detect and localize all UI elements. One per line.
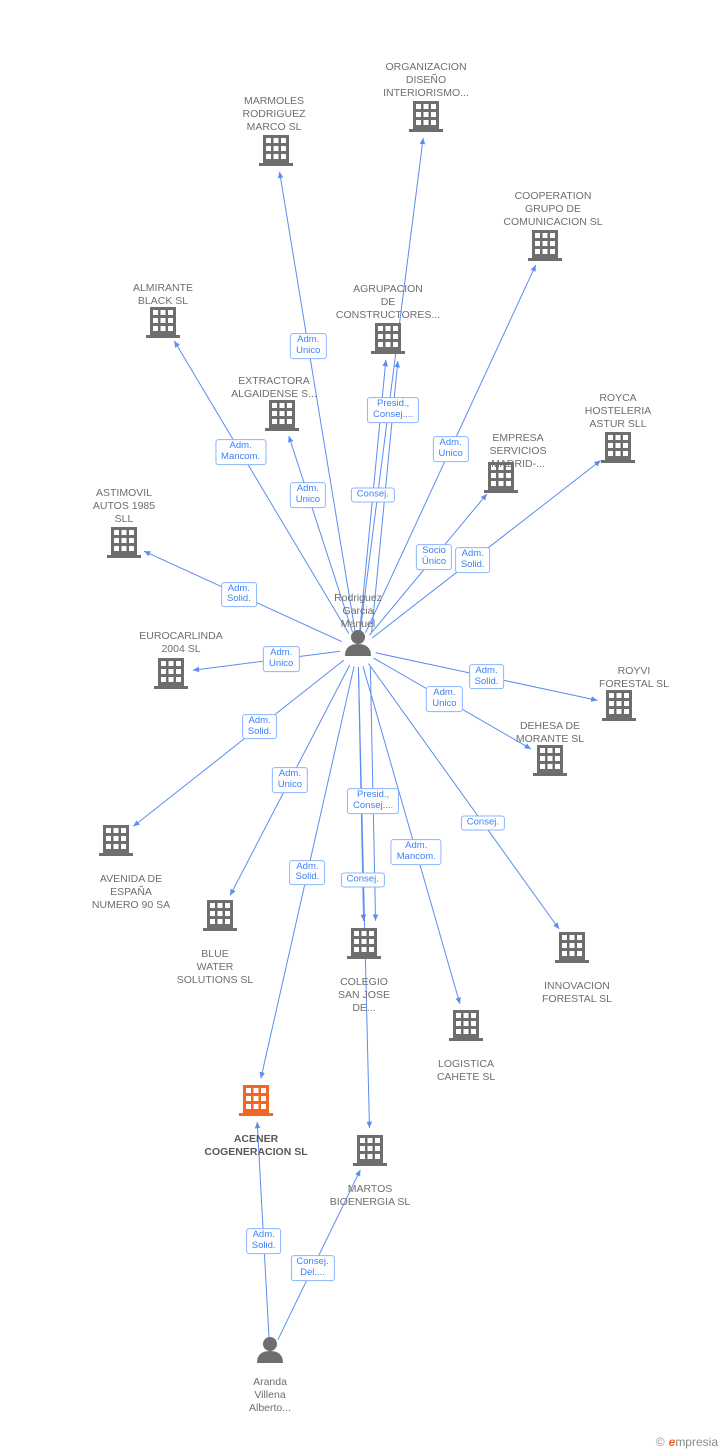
edge-label: Adm. Solid. — [246, 1228, 282, 1254]
node-label: LOGISTICA CAHETE SL — [396, 1058, 536, 1084]
edge — [360, 138, 423, 631]
person-icon[interactable] — [257, 1337, 283, 1363]
node-label: INNOVACION FORESTAL SL — [507, 980, 647, 1006]
node-label: MARTOS BIOENERGIA SL — [300, 1183, 440, 1209]
person-icon[interactable] — [345, 630, 371, 656]
building-icon[interactable] — [371, 323, 405, 354]
node-label: EUROCARLINDA 2004 SL — [111, 630, 251, 656]
building-icon[interactable] — [99, 825, 133, 856]
node-label: AGRUPACION DE CONSTRUCTORES... — [318, 283, 458, 322]
edge-label: Consej. Del.... — [290, 1255, 334, 1281]
building-icon[interactable] — [601, 432, 635, 463]
building-icon[interactable] — [239, 1085, 273, 1116]
node-label: ASTIMOVIL AUTOS 1985 SLL — [54, 487, 194, 526]
edge-label: Adm. Mancom. — [215, 439, 266, 465]
node-label: AVENIDA DE ESPAÑA NUMERO 90 SA — [61, 873, 201, 912]
edge-label: Socio Único — [416, 545, 452, 571]
building-icon[interactable] — [409, 101, 443, 132]
node-label: COOPERATION GRUPO DE COMUNICACION SL — [483, 190, 623, 229]
node-label: MARMOLES RODRIGUEZ MARCO SL — [204, 95, 344, 134]
edge-label: Adm. Solid. — [469, 664, 505, 690]
building-icon[interactable] — [533, 745, 567, 776]
edge — [358, 667, 369, 1128]
edge-label: Adm. Solid. — [455, 547, 491, 573]
edge-label: Adm. Unico — [263, 646, 299, 672]
node-label: EMPRESA SERVICIOS MADRID-... — [448, 432, 588, 471]
building-icon[interactable] — [347, 928, 381, 959]
node-label: COLEGIO SAN JOSE DE... — [294, 976, 434, 1015]
edge-label: Adm. Unico — [290, 333, 326, 359]
node-label: ORGANIZACION DISEÑO INTERIORISMO... — [356, 61, 496, 100]
building-icon[interactable] — [265, 400, 299, 431]
node-label: ROYVI FORESTAL SL — [564, 665, 704, 691]
building-icon[interactable] — [259, 135, 293, 166]
node-label: DEHESA DE MORANTE SL — [480, 720, 620, 746]
building-icon[interactable] — [449, 1010, 483, 1041]
edge-label: Adm. Unico — [290, 482, 326, 508]
edge-label: Adm. Mancom. — [391, 839, 442, 865]
edge-label: Adm. Unico — [272, 767, 308, 793]
edge-label: Consej. — [461, 815, 505, 830]
building-icon[interactable] — [203, 900, 237, 931]
node-label: Rodriguez Garcia Manuel — [288, 592, 428, 631]
building-icon[interactable] — [146, 307, 180, 338]
node-label: ALMIRANTE BLACK SL — [93, 282, 233, 308]
edge-label: Adm. Solid. — [242, 714, 278, 740]
building-icon[interactable] — [528, 230, 562, 261]
edge-label: Adm. Solid. — [221, 582, 257, 608]
edge — [363, 666, 460, 1004]
edge-label: Presid., Consej.... — [367, 397, 419, 423]
node-label: ROYCA HOSTELERIA ASTUR SLL — [548, 392, 688, 431]
node-label: BLUE WATER SOLUTIONS SL — [145, 948, 285, 987]
edge-label: Consej. — [341, 873, 385, 888]
edge-label: Consej. — [351, 488, 395, 503]
building-icon[interactable] — [154, 658, 188, 689]
building-icon[interactable] — [107, 527, 141, 558]
building-icon[interactable] — [602, 690, 636, 721]
building-icon[interactable] — [555, 932, 589, 963]
building-icon[interactable] — [353, 1135, 387, 1166]
edge-label: Adm. Unico — [426, 686, 462, 712]
node-label: Aranda Villena Alberto... — [200, 1376, 340, 1415]
node-label: ACENER COGENERACION SL — [186, 1133, 326, 1159]
edge-label: Presid., Consej.... — [347, 788, 399, 814]
edge-label: Adm. Solid. — [290, 860, 326, 886]
node-label: EXTRACTORA ALGAIDENSE S... — [204, 375, 344, 401]
copyright-text: ©empresia — [656, 1435, 718, 1449]
